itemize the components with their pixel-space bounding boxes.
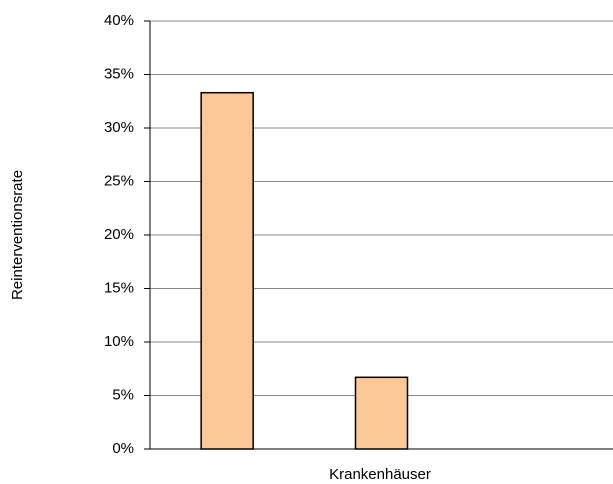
y-tick-label: 25%: [104, 172, 134, 189]
y-tick-label: 0%: [112, 440, 134, 457]
y-tick-label: 15%: [104, 279, 134, 296]
x-axis-label: Krankenhäuser: [329, 466, 431, 483]
y-tick-label: 5%: [112, 386, 134, 403]
y-tick-label: 20%: [104, 226, 134, 243]
y-tick-label: 35%: [104, 65, 134, 82]
y-tick-label: 40%: [104, 12, 134, 29]
y-tick-label: 10%: [104, 333, 134, 350]
y-tick-label: 30%: [104, 119, 134, 136]
bar: [354, 376, 409, 450]
bar: [200, 91, 254, 450]
y-axis-label: Reinterventionsrate: [9, 170, 26, 300]
